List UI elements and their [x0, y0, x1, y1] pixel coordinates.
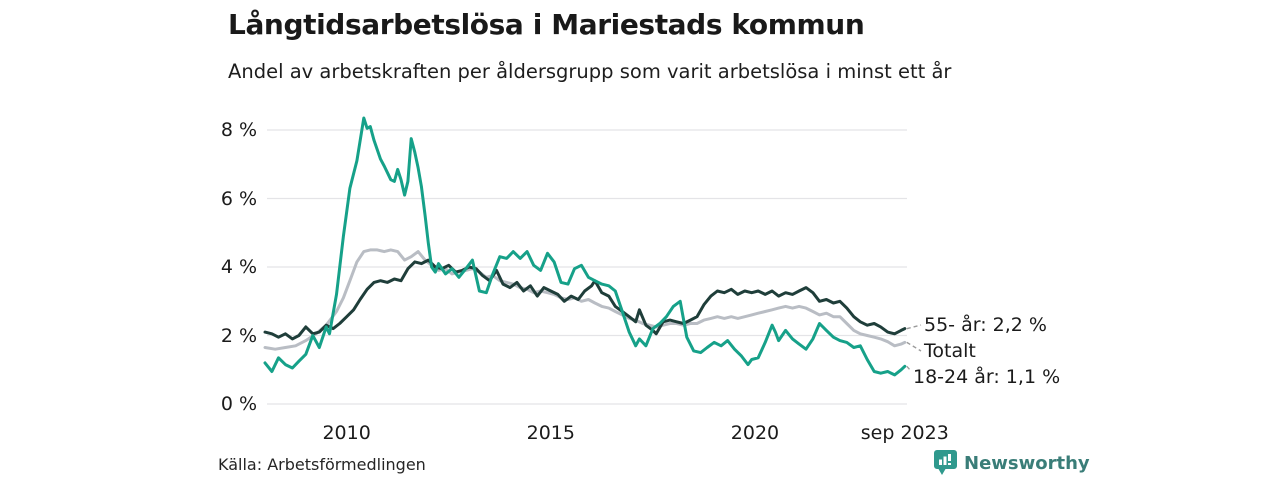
- y-tick-label: 0 %: [220, 393, 257, 415]
- y-tick-label: 2 %: [220, 324, 257, 347]
- x-tick-label: sep 2023: [860, 422, 949, 444]
- series-line-55-r: [263, 258, 907, 341]
- page-title: Långtidsarbetslösa i Mariestads kommun: [228, 8, 865, 41]
- series-end-label-totalt: Totalt: [924, 340, 976, 362]
- x-tick-label: 2010: [322, 422, 371, 444]
- x-tick-label: 2015: [526, 422, 575, 444]
- series-line-18-24-r: [263, 116, 907, 377]
- label-leader-line: [906, 341, 922, 352]
- brand-logo: Newsworthy: [934, 450, 1090, 476]
- x-tick-label: 2020: [730, 422, 780, 444]
- y-tick-label: 8 %: [220, 119, 257, 141]
- label-leader-line: [906, 324, 922, 330]
- series-end-label-55-ar: 55- år: 2,2 %: [924, 314, 1047, 336]
- page-subtitle: Andel av arbetskraften per åldersgrupp s…: [228, 60, 952, 83]
- label-leader-line: [906, 365, 912, 372]
- brand-name: Newsworthy: [964, 452, 1090, 474]
- y-tick-label: 6 %: [220, 187, 257, 210]
- source-attribution: Källa: Arbetsförmedlingen: [218, 455, 426, 474]
- series-line-totalt: [263, 248, 907, 351]
- newsworthy-bubble-chart-icon: [934, 450, 957, 475]
- y-tick-label: 4 %: [220, 256, 257, 278]
- series-end-label-18-24-ar: 18-24 år: 1,1 %: [913, 366, 1061, 388]
